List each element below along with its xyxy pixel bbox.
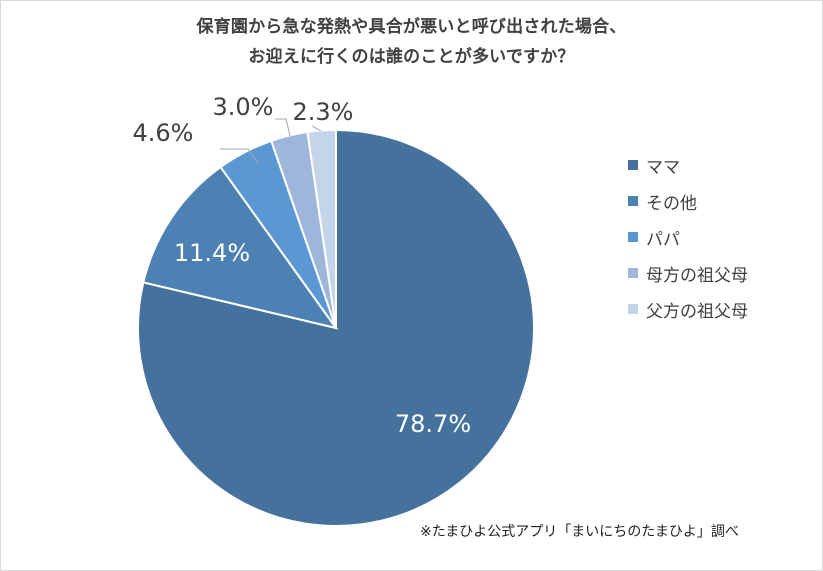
legend-label-other: その他 — [646, 193, 697, 214]
data-label-4: 2.3% — [293, 98, 354, 126]
chart-title: 保育園から急な発熱や具合が悪いと呼び出された場合、 お迎えに行くのは誰のことが多… — [0, 12, 823, 72]
legend-label-papa: パパ — [646, 229, 680, 250]
chart-legend: ママ その他 パパ 母方の祖父母 父方の祖父母 — [628, 147, 748, 327]
legend-swatch-papa — [628, 232, 638, 242]
data-label-3: 3.0% — [213, 93, 274, 121]
legend-label-maternal-grandparents: 母方の祖父母 — [646, 265, 748, 286]
pie-slice-1 — [142, 165, 339, 330]
leader-line-3 — [275, 118, 291, 137]
data-label-2: 4.6% — [133, 119, 194, 147]
legend-swatch-paternal-grandparents — [628, 304, 638, 314]
pie-slice-0 — [137, 128, 535, 527]
chart-title-line-1: 保育園から急な発熱や具合が悪いと呼び出された場合、 — [196, 17, 627, 37]
data-label-1: 11.4% — [174, 239, 250, 267]
legend-item-maternal-grandparents: 母方の祖父母 — [628, 255, 748, 291]
legend-item-papa: パパ — [628, 219, 748, 255]
legend-item-mama: ママ — [628, 147, 748, 183]
legend-item-paternal-grandparents: 父方の祖父母 — [628, 291, 748, 327]
leader-line-4 — [311, 125, 322, 132]
pie-slice-4 — [306, 128, 337, 329]
leader-line-2 — [220, 148, 259, 164]
legend-label-paternal-grandparents: 父方の祖父母 — [646, 301, 748, 322]
legend-swatch-other — [628, 196, 638, 206]
data-label-0: 78.7% — [395, 410, 471, 438]
source-note: ※たまひよ公式アプリ「まいにちのたまひよ」調べ — [420, 524, 739, 540]
chart-title-line-2: お迎えに行くのは誰のことが多いですか？ — [248, 47, 575, 67]
legend-swatch-maternal-grandparents — [628, 268, 638, 278]
legend-item-other: その他 — [628, 183, 748, 219]
legend-label-mama: ママ — [646, 157, 680, 178]
legend-swatch-mama — [628, 160, 638, 170]
